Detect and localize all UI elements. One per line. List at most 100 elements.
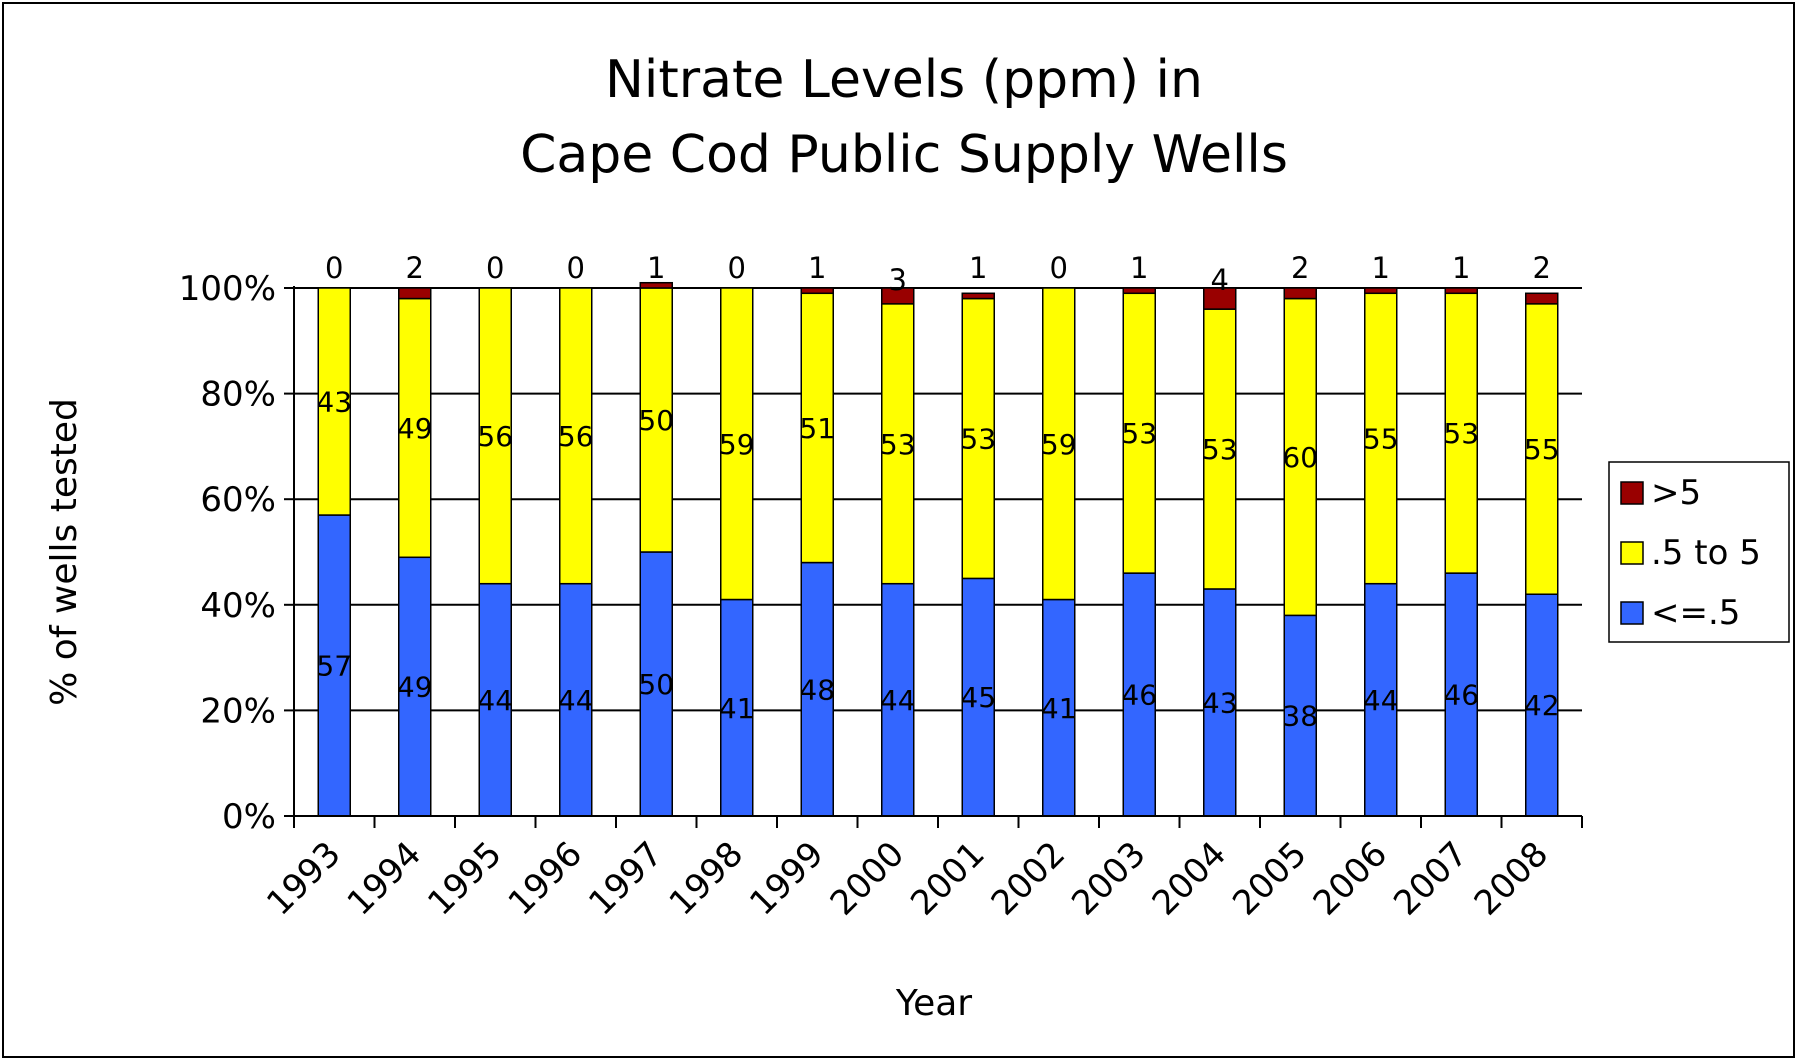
data-label: 38 bbox=[1282, 700, 1318, 733]
y-axis-label: % of wells tested bbox=[44, 398, 85, 706]
data-label-top: 0 bbox=[486, 251, 504, 285]
data-label: 43 bbox=[316, 386, 352, 419]
data-label-top: 2 bbox=[1533, 251, 1551, 285]
bar-segment-2005-s2 bbox=[1283, 287, 1317, 300]
data-label-top: 1 bbox=[969, 251, 987, 285]
chart-title-line-2: Cape Cod Public Supply Wells bbox=[520, 125, 1288, 185]
bar-segment-2005-s0 bbox=[1283, 614, 1317, 817]
chart-title: Nitrate Levels (ppm) in Cape Cod Public … bbox=[520, 50, 1288, 185]
bar-segment-1997-s1 bbox=[639, 287, 673, 553]
data-label: 59 bbox=[1041, 428, 1077, 461]
x-tick-label: 2000 bbox=[823, 834, 912, 923]
x-tick-label: 2004 bbox=[1145, 834, 1234, 923]
bar-segment-1996-s1 bbox=[559, 287, 593, 585]
x-tick-label: 2007 bbox=[1386, 834, 1475, 923]
data-label: 41 bbox=[1041, 692, 1077, 725]
data-label: 53 bbox=[1121, 417, 1157, 450]
data-label: 50 bbox=[638, 404, 674, 437]
x-tick-label: 1999 bbox=[742, 834, 831, 923]
x-tick-label: 1994 bbox=[340, 834, 429, 923]
x-tick-label: 2006 bbox=[1306, 834, 1395, 923]
data-label-top: 1 bbox=[1452, 251, 1470, 285]
y-tick-label: 60% bbox=[200, 480, 276, 520]
bar-segment-1995-s1 bbox=[478, 287, 512, 585]
data-label: 44 bbox=[880, 684, 916, 717]
data-label: 56 bbox=[558, 420, 594, 453]
data-label: 53 bbox=[1202, 433, 1238, 466]
bar-segment-1993-s0 bbox=[317, 514, 351, 817]
data-label-top: 2 bbox=[1291, 251, 1309, 285]
data-label-top: 0 bbox=[1050, 251, 1068, 285]
data-label-top: 0 bbox=[325, 251, 343, 285]
bar-segment-1994-s2 bbox=[398, 287, 432, 300]
data-label: 49 bbox=[397, 671, 433, 704]
bar-segment-1999-s0 bbox=[800, 561, 834, 817]
x-tick-label: 1995 bbox=[420, 834, 509, 923]
legend-swatch bbox=[1620, 541, 1644, 565]
data-label: 44 bbox=[558, 684, 594, 717]
x-tick-label: 2003 bbox=[1064, 834, 1153, 923]
x-tick-label: 2008 bbox=[1467, 834, 1556, 923]
y-tick-label: 80% bbox=[200, 375, 276, 415]
bar-segment-2006-s1 bbox=[1364, 292, 1398, 585]
data-label: 57 bbox=[316, 650, 352, 683]
bar-segment-1998-s1 bbox=[720, 287, 754, 601]
data-label: 48 bbox=[799, 673, 835, 706]
data-label: 59 bbox=[719, 428, 755, 461]
y-tick-label: 40% bbox=[200, 586, 276, 626]
bar-segment-1993-s1 bbox=[317, 287, 351, 516]
bar-segment-1999-s2 bbox=[800, 287, 834, 295]
data-label: 53 bbox=[880, 428, 916, 461]
data-label-top: 4 bbox=[1211, 263, 1229, 297]
bar-segment-2008-s1 bbox=[1525, 303, 1559, 595]
x-axis-label: Year bbox=[895, 983, 972, 1024]
bar-segment-2000-s1 bbox=[881, 303, 915, 585]
data-label: 51 bbox=[799, 412, 835, 445]
y-tick-label: 100% bbox=[179, 269, 276, 309]
bar-segment-2005-s1 bbox=[1283, 297, 1317, 617]
bar-segment-2001-s0 bbox=[961, 577, 995, 817]
data-label-top: 2 bbox=[406, 251, 424, 285]
data-label: 45 bbox=[960, 681, 996, 714]
data-label-top: 1 bbox=[1130, 251, 1148, 285]
x-tick-labels: 1993199419951996199719981999200020012002… bbox=[259, 834, 1556, 923]
data-labels: 5743049492445604456050501415904851144533… bbox=[316, 251, 1559, 733]
bar-segment-1997-s2 bbox=[639, 281, 673, 289]
bars bbox=[317, 281, 1559, 817]
data-label-top: 1 bbox=[808, 251, 826, 285]
legend-swatch bbox=[1620, 601, 1644, 625]
data-label: 49 bbox=[397, 412, 433, 445]
data-label-top: 0 bbox=[728, 251, 746, 285]
data-label: 55 bbox=[1363, 422, 1399, 455]
bar-segment-2007-s2 bbox=[1444, 287, 1478, 295]
bar-segment-1999-s1 bbox=[800, 292, 834, 564]
data-label: 44 bbox=[1363, 684, 1399, 717]
data-label: 43 bbox=[1202, 686, 1238, 719]
legend-entry: <=.5 bbox=[1651, 593, 1740, 633]
bar-segment-2004-s1 bbox=[1203, 308, 1237, 590]
bar-segment-2006-s2 bbox=[1364, 287, 1398, 295]
legend-swatch bbox=[1620, 481, 1644, 505]
data-label: 46 bbox=[1121, 679, 1157, 712]
x-tick-label: 1997 bbox=[581, 834, 670, 923]
y-tick-labels: 0% 20% 40% 60% 80% 100% bbox=[179, 269, 276, 837]
data-label-top: 1 bbox=[1372, 251, 1390, 285]
x-tick-label: 1993 bbox=[259, 834, 348, 923]
x-tick-label: 1996 bbox=[501, 834, 590, 923]
data-label: 46 bbox=[1443, 679, 1479, 712]
bar-segment-2001-s1 bbox=[961, 297, 995, 580]
data-label-top: 0 bbox=[567, 251, 585, 285]
x-tick-label: 2001 bbox=[903, 834, 992, 923]
x-tick-label: 1998 bbox=[662, 834, 751, 923]
legend-entry: .5 to 5 bbox=[1651, 533, 1761, 573]
bar-segment-2000-s2 bbox=[881, 287, 915, 305]
bar-segment-1997-s0 bbox=[639, 551, 673, 817]
data-label: 41 bbox=[719, 692, 755, 725]
data-label-top: 3 bbox=[889, 263, 907, 297]
x-tick-label: 2002 bbox=[984, 834, 1073, 923]
bar-segment-2003-s2 bbox=[1122, 287, 1156, 295]
legend-entry: >5 bbox=[1651, 473, 1701, 513]
data-label: 56 bbox=[477, 420, 513, 453]
data-label: 50 bbox=[638, 668, 674, 701]
